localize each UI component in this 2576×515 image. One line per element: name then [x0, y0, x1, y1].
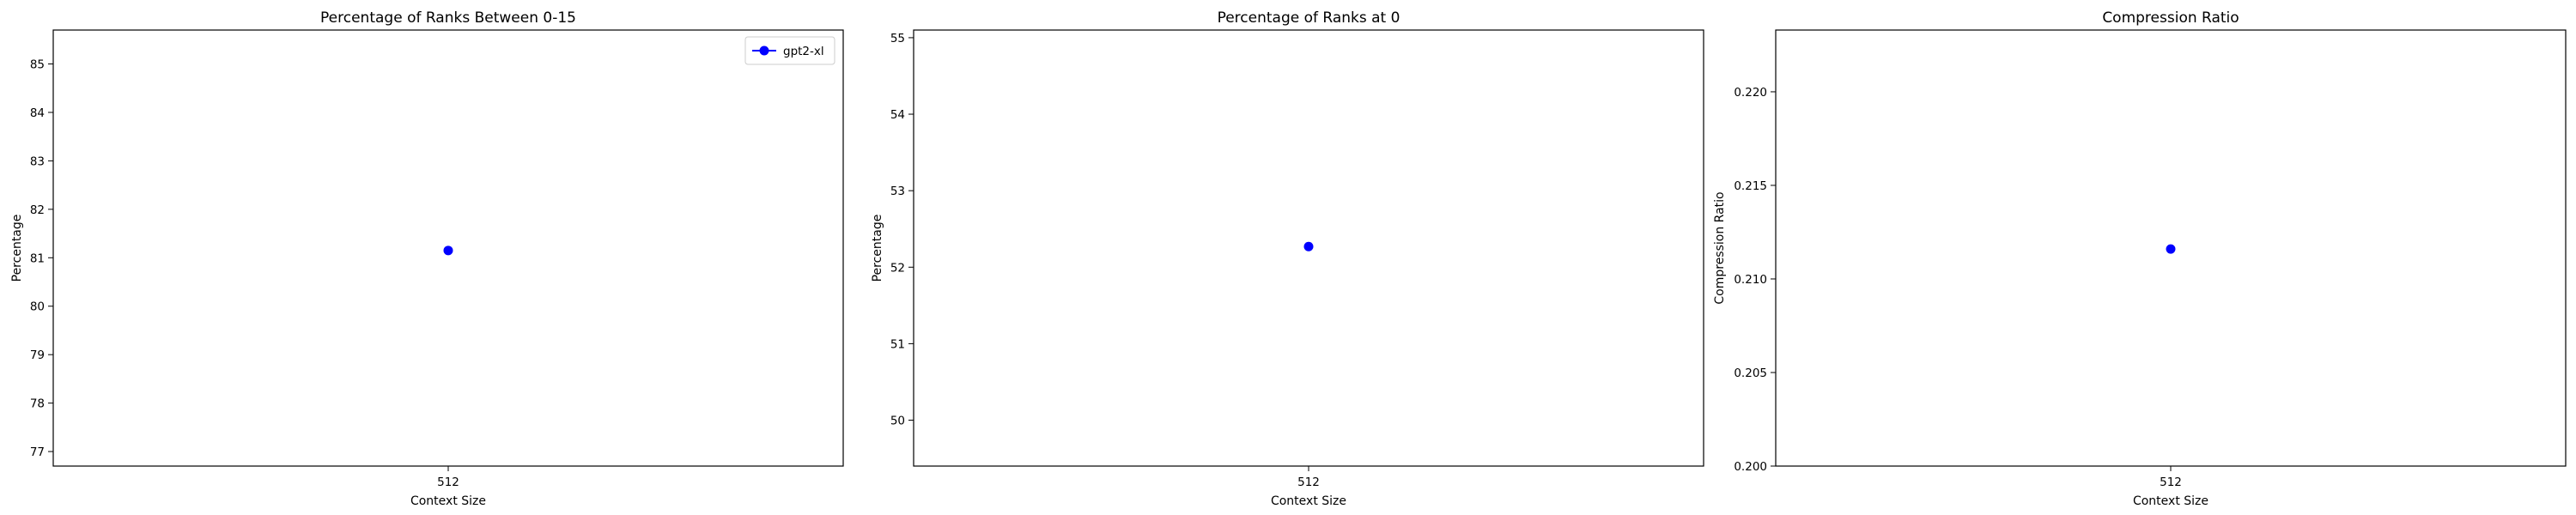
data-point: [1303, 241, 1314, 251]
chart-panel-3: Compression Ratio 0.200 0.205 0.210 0.215 0.2…: [1713, 9, 2567, 508]
y-axis-label: Percentage: [10, 215, 24, 282]
y-tick-label: 85: [30, 58, 45, 72]
chart-title: Percentage of Ranks Between 0-15: [320, 9, 576, 27]
plot-frame: [1775, 29, 2567, 467]
y-tick-label: 81: [30, 251, 45, 265]
y-tick-label: 84: [30, 106, 45, 120]
y-tick-label: 77: [30, 445, 45, 459]
chart-panel-1: Percentage of Ranks Between 0-15 77 78 79 80…: [10, 9, 844, 508]
x-tick-label: 512: [1297, 476, 1320, 489]
y-axis-label: Percentage: [871, 215, 884, 282]
y-tick-label: 80: [30, 300, 45, 314]
plot-frame: [52, 29, 844, 467]
y-tick-label: 83: [30, 154, 45, 168]
legend-box: [744, 36, 835, 65]
x-tick-label: 512: [437, 476, 459, 489]
data-point: [2166, 244, 2176, 254]
y-tick-label: 55: [890, 32, 905, 45]
x-axis-label: Context Size: [2133, 494, 2208, 508]
chart-panel-2: Percentage of Ranks at 0 50 51 52 53 54 55 512 C…: [871, 9, 1704, 508]
y-tick-label: 50: [890, 415, 905, 428]
x-axis-label: Context Size: [410, 494, 486, 508]
y-axis-label: Compression Ratio: [1713, 191, 1727, 304]
y-tick-label: 0.210: [1734, 273, 1767, 287]
y-tick-label: 78: [30, 397, 45, 411]
chart-title: Compression Ratio: [2102, 9, 2239, 27]
y-tick-label: 0.220: [1734, 86, 1767, 100]
y-tick-label: 0.205: [1734, 367, 1767, 380]
legend-marker: [759, 45, 769, 56]
x-axis-label: Context Size: [1271, 494, 1346, 508]
legend: gpt2-xl: [744, 36, 835, 65]
y-tick-label: 0.200: [1734, 460, 1767, 474]
plot-frame: [913, 29, 1704, 467]
y-tick-label: 79: [30, 348, 45, 362]
y-tick-label: 54: [890, 108, 905, 122]
y-tick-label: 51: [890, 337, 905, 351]
x-tick-label: 512: [2160, 476, 2182, 489]
y-tick-label: 52: [890, 261, 905, 275]
chart-title: Percentage of Ranks at 0: [1218, 9, 1400, 27]
y-tick-label: 53: [890, 185, 905, 198]
y-tick-label: 0.215: [1734, 179, 1767, 193]
data-point: [443, 245, 453, 256]
y-tick-label: 82: [30, 203, 45, 217]
legend-label: gpt2-xl: [783, 45, 824, 58]
